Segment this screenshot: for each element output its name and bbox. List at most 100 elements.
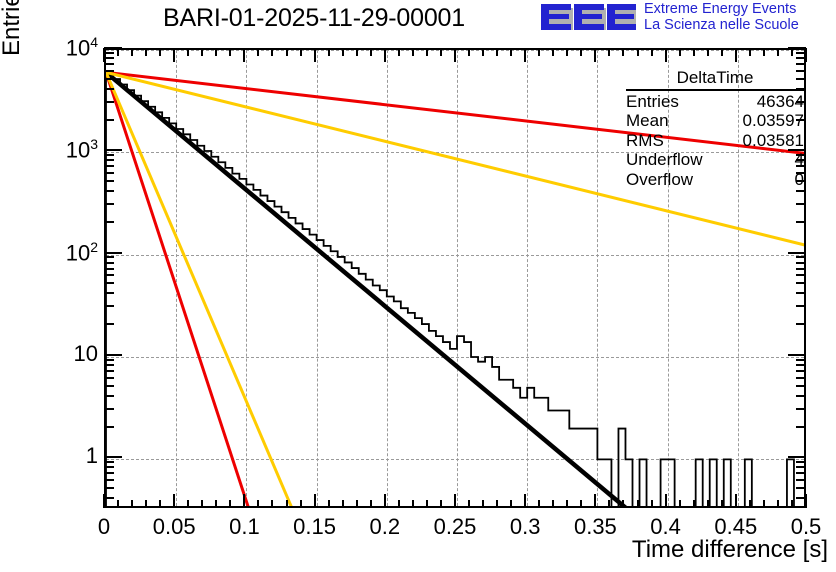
y-major-tick [104, 47, 122, 49]
stats-row-label: Entries [626, 91, 679, 111]
x-minor-tick-top [299, 48, 302, 56]
x-minor-tick-top [229, 48, 232, 56]
y-minor-tick [104, 165, 114, 168]
x-minor-tick-top [580, 48, 583, 56]
x-minor-tick [580, 500, 583, 508]
x-minor-tick-top [131, 48, 134, 56]
x-minor-tick [159, 500, 162, 508]
y-axis-title: Entries/bin [0, 0, 26, 56]
x-minor-tick [439, 500, 442, 508]
eee-logo-text: Extreme Energy Events La Scienza nelle S… [644, 1, 799, 33]
horizontal-gridline [106, 459, 804, 461]
x-minor-tick-top [496, 48, 499, 56]
y-minor-tick-right [796, 358, 806, 361]
x-major-tick-top [243, 48, 246, 62]
x-tick-label: 0 [97, 514, 111, 539]
y-minor-tick [104, 267, 114, 270]
y-minor-tick-right [796, 497, 806, 500]
fit-line-red-shallow-line [106, 70, 804, 155]
x-minor-tick [636, 500, 639, 508]
y-minor-tick [104, 282, 114, 285]
y-minor-tick [104, 62, 114, 65]
x-minor-tick-top [720, 48, 723, 56]
stats-row: RMS 0.03581 [626, 131, 804, 151]
y-minor-tick [104, 159, 114, 162]
x-minor-tick [285, 500, 288, 508]
y-major-tick-right [788, 354, 806, 357]
y-minor-tick [104, 487, 114, 490]
y-major-tick-right [788, 456, 806, 459]
stats-row-value: 0.03597 [742, 111, 804, 130]
y-minor-tick [104, 323, 114, 326]
x-minor-tick-top [538, 48, 541, 56]
y-minor-tick [104, 202, 114, 205]
y-minor-tick-right [796, 159, 806, 162]
y-minor-tick-right [796, 384, 806, 387]
y-minor-tick [104, 180, 114, 183]
x-minor-tick-top [145, 48, 148, 56]
x-major-tick [173, 494, 176, 508]
vertical-gridline [457, 50, 458, 506]
x-minor-tick [229, 500, 232, 508]
vertical-gridline [527, 50, 529, 506]
y-tick-label: 1 [85, 443, 98, 469]
stats-row-label: Mean [626, 111, 669, 130]
x-minor-tick [425, 500, 428, 508]
y-minor-tick-right [796, 87, 806, 90]
y-tick-label: 103 [65, 136, 98, 163]
x-minor-tick [510, 500, 513, 508]
x-minor-tick-top [706, 48, 709, 56]
x-minor-tick-top [257, 48, 260, 56]
y-minor-tick [104, 407, 114, 410]
stats-row: Overflow 0 [626, 170, 804, 190]
fit-line-exponential-fit-(black) [106, 70, 628, 506]
horizontal-gridline [106, 254, 804, 256]
y-minor-tick-right [796, 118, 806, 121]
x-minor-tick [552, 500, 555, 508]
fit-line-red-steep-line [106, 71, 250, 506]
vertical-gridline [667, 50, 669, 506]
x-minor-tick-top [341, 48, 344, 56]
x-major-tick-top [594, 48, 597, 62]
stats-row-label: Underflow [626, 150, 703, 169]
x-tick-label: 0.25 [433, 514, 477, 539]
x-tick-label: 0.1 [229, 514, 260, 539]
x-minor-tick [411, 500, 414, 508]
y-major-tick-right [788, 251, 806, 254]
vertical-gridline [176, 50, 178, 506]
x-major-tick [594, 494, 597, 508]
x-tick-label: 0.4 [650, 514, 681, 539]
x-minor-tick-top [482, 48, 485, 56]
y-minor-tick [104, 77, 114, 80]
y-minor-tick [104, 358, 114, 361]
y-minor-tick [104, 100, 114, 103]
x-minor-tick [776, 500, 779, 508]
y-minor-tick [104, 69, 114, 72]
x-major-tick-top [805, 48, 807, 62]
y-minor-tick-right [796, 56, 806, 59]
stats-rows: Entries 46364 Mean 0.03597 RMS 0.03581 Underfl… [626, 92, 804, 190]
x-major-tick-top [103, 48, 105, 62]
x-minor-tick [496, 500, 499, 508]
x-major-tick-top [383, 48, 386, 62]
y-minor-tick [104, 51, 114, 54]
y-minor-tick-right [796, 472, 806, 475]
x-minor-tick-top [566, 48, 569, 56]
x-minor-tick [720, 500, 723, 508]
x-minor-tick [131, 500, 134, 508]
y-tick-label: 10 [73, 341, 98, 367]
eee-logo-line2: La Scienza nelle Scuole [644, 16, 799, 33]
y-major-tick [104, 456, 122, 459]
x-minor-tick [748, 500, 751, 508]
y-tick-label: 102 [65, 238, 98, 265]
eee-logo: Extreme Energy Events La Scienza nelle S… [540, 1, 799, 34]
x-minor-tick-top [117, 48, 120, 56]
y-minor-tick-right [796, 180, 806, 183]
x-major-tick-top [313, 48, 316, 62]
x-minor-tick-top [622, 48, 625, 56]
x-minor-tick-top [790, 48, 793, 56]
x-minor-tick-top [201, 48, 204, 56]
y-minor-tick [104, 472, 114, 475]
y-minor-tick [104, 87, 114, 90]
x-major-tick [454, 494, 456, 508]
